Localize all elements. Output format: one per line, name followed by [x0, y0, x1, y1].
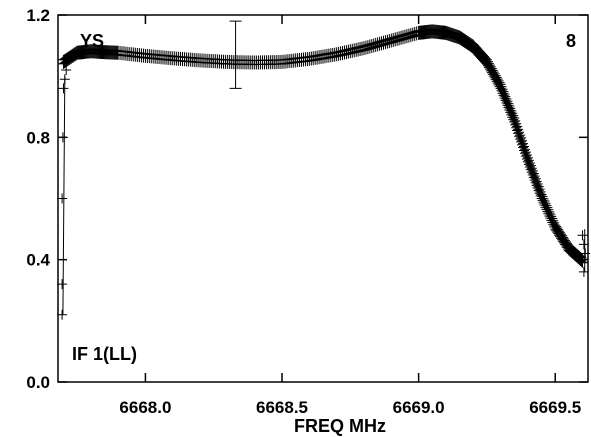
data-point — [496, 81, 507, 92]
data-point — [526, 163, 537, 174]
data-point — [497, 84, 508, 95]
data-point — [501, 93, 512, 104]
outlier-caps — [229, 20, 242, 89]
data-point — [578, 266, 589, 277]
data-point — [503, 98, 514, 109]
x-tick-label: 6669.0 — [393, 398, 445, 417]
plot-frame — [57, 14, 589, 383]
data-points — [57, 20, 591, 320]
data-point — [529, 171, 540, 182]
data-point — [531, 176, 542, 187]
data-point — [498, 86, 509, 97]
x-tick-label: 6668.0 — [119, 398, 171, 417]
data-point — [577, 257, 588, 268]
data-point — [505, 103, 516, 114]
data-point — [57, 132, 68, 143]
annotation-top-left: YS — [80, 31, 104, 51]
data-point — [544, 206, 555, 217]
data-point — [58, 83, 69, 94]
data-point — [577, 230, 588, 241]
data-point — [546, 211, 557, 222]
data-point — [507, 108, 518, 119]
x-tick-label: 6668.5 — [256, 398, 308, 417]
data-point — [545, 209, 556, 220]
data-point — [534, 184, 545, 195]
annotation-top-right: 8 — [566, 31, 576, 51]
data-point — [527, 165, 538, 176]
data-point — [537, 191, 548, 202]
data-point — [541, 200, 552, 211]
y-tick-label: 0.8 — [26, 128, 50, 147]
data-point — [574, 251, 585, 262]
data-point — [538, 193, 549, 204]
y-tick-label: 0.0 — [26, 373, 50, 392]
data-point — [499, 89, 510, 100]
data-point — [506, 105, 517, 116]
x-axis-ticks: 6668.0 6668.5 6669.0 6669.5 — [119, 15, 581, 417]
data-point — [524, 158, 535, 169]
data-point — [542, 202, 553, 213]
data-point — [536, 189, 547, 200]
data-point — [504, 101, 515, 112]
annotation-bottom-left: IF 1(LL) — [72, 344, 137, 364]
data-point — [578, 239, 589, 250]
data-point — [522, 152, 533, 163]
data-point — [528, 168, 539, 179]
data-point — [57, 193, 68, 204]
data-point — [533, 181, 544, 192]
data-point — [494, 77, 505, 88]
data-point — [530, 173, 541, 184]
x-tick-label: 6669.5 — [529, 398, 581, 417]
y-tick-label: 0.4 — [26, 251, 50, 270]
data-point — [535, 186, 546, 197]
data-point — [523, 155, 534, 166]
data-point — [502, 96, 513, 107]
data-point — [548, 215, 559, 226]
data-point — [57, 279, 68, 290]
data-point — [543, 204, 554, 215]
data-point — [547, 213, 558, 224]
x-axis-title: FREQ MHz — [294, 416, 386, 436]
data-point — [495, 79, 506, 90]
data-point — [525, 160, 536, 171]
data-point — [539, 196, 550, 207]
data-point — [500, 91, 511, 102]
edge-trace — [62, 76, 66, 315]
data-point — [61, 65, 72, 76]
data-point — [57, 309, 68, 320]
data-point — [532, 179, 543, 190]
y-tick-label: 1.2 — [26, 6, 50, 25]
data-point — [540, 198, 551, 209]
data-point — [508, 110, 519, 121]
data-point — [580, 248, 591, 259]
